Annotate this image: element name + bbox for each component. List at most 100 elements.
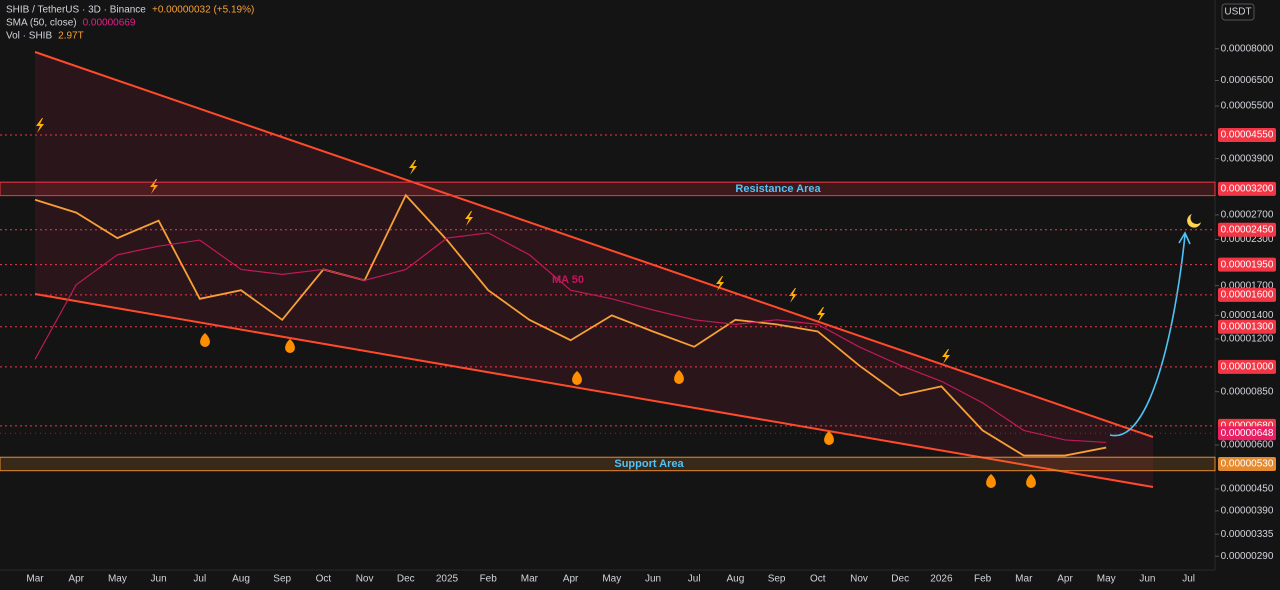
x-tick-label: Feb: [480, 574, 498, 585]
series-label: MA 50: [552, 274, 584, 286]
fire-icons: [200, 333, 1036, 488]
fire-icon: [1026, 474, 1036, 488]
price-box-label: 0.00002450: [1221, 224, 1274, 235]
price-box-label: 0.00001300: [1221, 321, 1274, 332]
x-tick-label: Nov: [356, 574, 374, 585]
fire-icon: [824, 431, 834, 445]
price-box: [1218, 456, 1276, 471]
x-tick-label: Jul: [193, 574, 206, 585]
x-tick-label: Jun: [1139, 574, 1155, 585]
y-tick-label: 0.00000450: [1221, 484, 1274, 495]
fire-icon: [200, 333, 210, 347]
x-tick-label: Jul: [1182, 574, 1195, 585]
price-box: [1218, 359, 1276, 374]
x-tick-label: Jun: [645, 574, 661, 585]
price-box-label: 0.00001600: [1221, 290, 1274, 301]
icons: [36, 118, 950, 364]
wedge-lower: [34, 293, 1154, 488]
indicator-value: 2.97T: [58, 31, 84, 42]
bolt-icon: [817, 307, 825, 322]
arrow-head: [1178, 231, 1191, 245]
wedge-fill: [35, 52, 1153, 487]
x-tick-label: Nov: [850, 574, 868, 585]
y-tick-label: 0.00001400: [1221, 310, 1274, 321]
current-price-label: 0.00000648: [1221, 428, 1274, 439]
y-tick-label: 0.00001200: [1221, 334, 1274, 345]
y-tick-label: 0.00003900: [1221, 153, 1274, 164]
indicator-name: Vol · SHIB: [6, 31, 52, 42]
currency-box: [1221, 3, 1255, 21]
y-tick-label: 0.00000600: [1221, 440, 1274, 451]
x-tick-label: May: [1097, 574, 1116, 585]
price-box-label: 0.00003200: [1221, 184, 1274, 195]
projection-arrow: [1109, 234, 1186, 437]
price-line: [34, 193, 1107, 457]
wedge: [34, 51, 1154, 488]
indicator-value: 0.00000669: [83, 18, 136, 29]
price-box: [1218, 257, 1276, 272]
fire-icon: [572, 371, 582, 385]
indicator-name: SMA (50, close): [6, 18, 77, 29]
bolt-icon: [942, 349, 950, 364]
bolt-icon: [409, 160, 417, 175]
x-tick-label: Mar: [26, 574, 44, 585]
bolt-icon: [465, 211, 473, 226]
band-label: Support Area: [614, 458, 684, 470]
x-tick-label: Sep: [273, 574, 291, 585]
x-tick-label: Feb: [974, 574, 992, 585]
x-tick-label: 2025: [436, 574, 459, 585]
x-tick-label: Aug: [727, 574, 745, 585]
y-tick-label: 0.00000290: [1221, 551, 1274, 562]
y-tick-label: 0.00006500: [1221, 75, 1274, 86]
bolt-icon: [36, 118, 44, 133]
x-tick-label: Mar: [521, 574, 539, 585]
price-box: [1218, 287, 1276, 302]
fire-icon: [285, 339, 295, 353]
x-tick-label: May: [602, 574, 621, 585]
price-box-label: 0.00001950: [1221, 259, 1274, 270]
x-tick-label: 2026: [930, 574, 953, 585]
x-tick-label: Dec: [891, 574, 909, 585]
y-tick-label: 0.00008000: [1221, 43, 1274, 54]
x-tick-label: Aug: [232, 574, 250, 585]
x-tick-label: Jun: [151, 574, 167, 585]
price-box-label: 0.00000680: [1221, 420, 1274, 431]
y-tick-label: 0.00002700: [1221, 210, 1274, 221]
currency: USDT: [1224, 7, 1251, 18]
price-box: [1218, 319, 1276, 334]
bolt-icon: [789, 288, 797, 303]
x-tick-label: May: [108, 574, 127, 585]
price-box-label: 0.00004550: [1221, 130, 1274, 141]
price-box: [1218, 181, 1276, 196]
x-tick-label: Apr: [1057, 574, 1073, 585]
fire-icon: [986, 474, 996, 488]
moon-icon: [1187, 214, 1201, 228]
price-change: +0.00000032 (+5.19%): [152, 5, 254, 16]
x-tick-label: Jul: [688, 574, 701, 585]
ma-line: [34, 232, 1107, 444]
bolt-icon: [716, 276, 724, 291]
x-tick-label: Mar: [1015, 574, 1033, 585]
chart-title: SHIB / TetherUS · 3D · Binance: [6, 5, 146, 16]
price-box: [1218, 222, 1276, 237]
band: [0, 456, 1216, 472]
wedge-upper: [34, 51, 1154, 438]
x-tick-label: Apr: [68, 574, 84, 585]
x-tick-label: Oct: [810, 574, 826, 585]
y-tick-label: 0.00000390: [1221, 506, 1274, 517]
fire-icon: [674, 370, 684, 384]
x-tick-label: Sep: [768, 574, 786, 585]
price-box-label: 0.00001000: [1221, 361, 1274, 372]
price-box-label: 0.00000530: [1221, 459, 1274, 470]
x-tick-label: Dec: [397, 574, 415, 585]
band-label: Resistance Area: [735, 183, 821, 195]
y-tick-label: 0.00000335: [1221, 529, 1274, 540]
y-tick-label: 0.00005500: [1221, 101, 1274, 112]
bolt-icon: [150, 179, 158, 194]
band: [0, 181, 1216, 197]
y-tick-label: 0.00001700: [1221, 280, 1274, 291]
x-tick-label: Oct: [316, 574, 332, 585]
x-tick-label: Apr: [563, 574, 579, 585]
